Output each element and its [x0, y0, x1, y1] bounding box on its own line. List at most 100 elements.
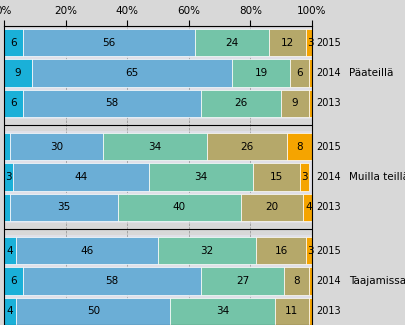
Text: Taajamissa: Taajamissa [349, 276, 405, 286]
Text: 30: 30 [50, 142, 63, 152]
Bar [4, 194, 10, 221]
Text: 9: 9 [292, 98, 298, 109]
Bar [4, 163, 13, 191]
Text: 35: 35 [58, 202, 71, 212]
Text: 46: 46 [81, 246, 94, 256]
Text: 20: 20 [265, 202, 278, 212]
Text: 40: 40 [173, 202, 186, 212]
Bar [4, 28, 312, 58]
Text: 8: 8 [296, 142, 303, 152]
Bar [4, 133, 10, 160]
Text: 2015: 2015 [316, 246, 341, 256]
Bar [309, 298, 315, 325]
Text: 3: 3 [307, 246, 313, 256]
Text: 2014: 2014 [316, 68, 341, 78]
Text: 9: 9 [15, 68, 21, 78]
Bar [201, 267, 284, 295]
Text: 58: 58 [105, 98, 118, 109]
Bar [275, 298, 309, 325]
Text: 8: 8 [293, 276, 300, 286]
Bar [300, 163, 309, 191]
Bar [4, 298, 16, 325]
Bar [16, 237, 158, 264]
Bar [303, 194, 315, 221]
Text: 6: 6 [10, 98, 17, 109]
Bar [10, 194, 118, 221]
Text: 19: 19 [254, 68, 268, 78]
Text: 2014: 2014 [316, 172, 341, 182]
Bar [309, 59, 312, 87]
Bar [254, 163, 300, 191]
Text: 3: 3 [301, 172, 307, 182]
Bar [306, 237, 315, 264]
Bar [306, 29, 315, 56]
Text: 6: 6 [10, 276, 17, 286]
Bar [4, 235, 312, 266]
Bar [102, 133, 207, 160]
Bar [241, 194, 303, 221]
Text: 65: 65 [125, 68, 139, 78]
Bar [284, 267, 309, 295]
Text: 15: 15 [270, 172, 283, 182]
Text: Muilla teillä: Muilla teillä [349, 172, 405, 182]
Text: 26: 26 [234, 98, 248, 109]
Text: 2015: 2015 [316, 142, 341, 152]
Bar [4, 192, 312, 223]
Bar [13, 163, 149, 191]
Bar [170, 298, 275, 325]
Bar [10, 133, 102, 160]
Bar [232, 59, 290, 87]
Text: 11: 11 [285, 306, 298, 316]
Bar [4, 132, 312, 162]
Bar [269, 29, 306, 56]
Text: 26: 26 [241, 142, 254, 152]
Bar [23, 29, 195, 56]
Bar [149, 163, 254, 191]
Bar [281, 90, 309, 117]
Bar [207, 133, 287, 160]
Bar [23, 90, 201, 117]
Bar [16, 298, 170, 325]
Bar [309, 267, 312, 295]
Bar [256, 237, 306, 264]
Bar [4, 29, 23, 56]
Text: 24: 24 [225, 38, 239, 48]
Bar [4, 266, 312, 296]
Text: 2013: 2013 [316, 202, 341, 212]
Bar [201, 90, 281, 117]
Bar [290, 59, 309, 87]
Bar [4, 58, 312, 88]
Text: 16: 16 [275, 246, 288, 256]
Text: 2013: 2013 [316, 306, 341, 316]
Bar [4, 237, 16, 264]
Text: 34: 34 [194, 172, 208, 182]
Bar [195, 29, 269, 56]
Text: 12: 12 [281, 38, 294, 48]
Text: 3: 3 [5, 172, 12, 182]
Text: 6: 6 [10, 38, 17, 48]
Text: 50: 50 [87, 306, 100, 316]
Bar [4, 296, 312, 325]
Bar [4, 90, 23, 117]
Text: 27: 27 [236, 276, 249, 286]
Text: 4: 4 [7, 306, 13, 316]
Text: 6: 6 [296, 68, 303, 78]
Text: 58: 58 [105, 276, 118, 286]
Text: 56: 56 [102, 38, 115, 48]
Text: 2014: 2014 [316, 276, 341, 286]
Bar [158, 237, 256, 264]
Text: 3: 3 [307, 38, 313, 48]
Bar [23, 267, 201, 295]
Text: 4: 4 [305, 202, 312, 212]
Bar [118, 194, 241, 221]
Text: 4: 4 [7, 246, 13, 256]
Bar [4, 59, 32, 87]
Bar [4, 162, 312, 192]
Text: Päateillä: Päateillä [349, 68, 393, 78]
Bar [32, 59, 232, 87]
Text: 2015: 2015 [316, 38, 341, 48]
Text: 44: 44 [75, 172, 87, 182]
Text: 34: 34 [216, 306, 229, 316]
Text: 32: 32 [200, 246, 214, 256]
Bar [4, 88, 312, 119]
